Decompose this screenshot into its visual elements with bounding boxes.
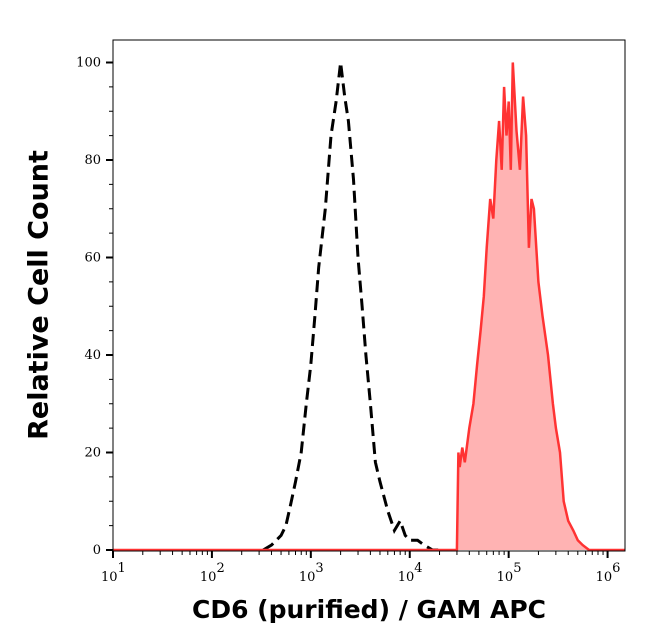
series-line-red bbox=[113, 62, 625, 552]
series-fill-red bbox=[113, 62, 625, 550]
x-tick-label: 103 bbox=[299, 561, 324, 585]
x-tick-label: 102 bbox=[200, 561, 225, 585]
x-tick-label: 106 bbox=[596, 561, 621, 585]
series-layer bbox=[113, 62, 625, 552]
plot-frame bbox=[112, 39, 626, 552]
axis-layer: 101 102 103 104 105 106 0 20 40 60 80 100 bbox=[76, 56, 620, 586]
y-tick-label: 0 bbox=[93, 543, 101, 558]
x-tick-label: 101 bbox=[101, 561, 126, 585]
x-tick-label: 104 bbox=[398, 561, 423, 585]
y-tick-label: 60 bbox=[84, 251, 101, 266]
x-tick-label: 105 bbox=[497, 561, 522, 585]
y-tick-label: 80 bbox=[84, 153, 101, 168]
y-tick-label: 100 bbox=[76, 56, 101, 71]
y-axis-label: Relative Cell Count bbox=[24, 150, 55, 440]
series-line-black-dashed bbox=[262, 62, 440, 552]
y-tick-label: 40 bbox=[84, 348, 101, 363]
y-tick-label: 20 bbox=[84, 446, 101, 461]
x-axis-label: CD6 (purified) / GAM APC bbox=[192, 595, 546, 624]
